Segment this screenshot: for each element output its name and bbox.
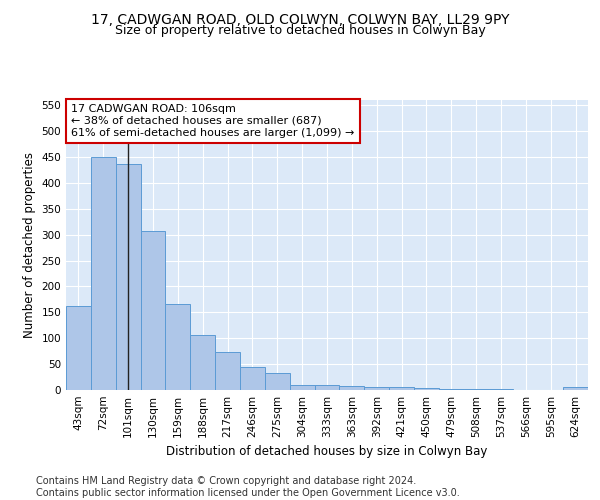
Bar [414, 388, 439, 390]
Bar [91, 157, 116, 390]
Text: 17, CADWGAN ROAD, OLD COLWYN, COLWYN BAY, LL29 9PY: 17, CADWGAN ROAD, OLD COLWYN, COLWYN BAY… [91, 12, 509, 26]
Bar [66, 306, 91, 390]
Bar [389, 388, 414, 390]
Bar [116, 164, 140, 390]
Bar [166, 304, 190, 390]
Bar [190, 335, 215, 390]
Bar [340, 386, 364, 390]
Bar [563, 388, 588, 390]
Text: Size of property relative to detached houses in Colwyn Bay: Size of property relative to detached ho… [115, 24, 485, 37]
Text: 17 CADWGAN ROAD: 106sqm
← 38% of detached houses are smaller (687)
61% of semi-d: 17 CADWGAN ROAD: 106sqm ← 38% of detache… [71, 104, 355, 138]
Bar [439, 389, 464, 390]
Bar [265, 374, 290, 390]
Bar [314, 386, 340, 390]
Text: Contains HM Land Registry data © Crown copyright and database right 2024.
Contai: Contains HM Land Registry data © Crown c… [36, 476, 460, 498]
X-axis label: Distribution of detached houses by size in Colwyn Bay: Distribution of detached houses by size … [166, 446, 488, 458]
Bar [464, 389, 488, 390]
Y-axis label: Number of detached properties: Number of detached properties [23, 152, 36, 338]
Bar [215, 352, 240, 390]
Bar [140, 231, 166, 390]
Bar [364, 388, 389, 390]
Bar [290, 385, 314, 390]
Bar [240, 366, 265, 390]
